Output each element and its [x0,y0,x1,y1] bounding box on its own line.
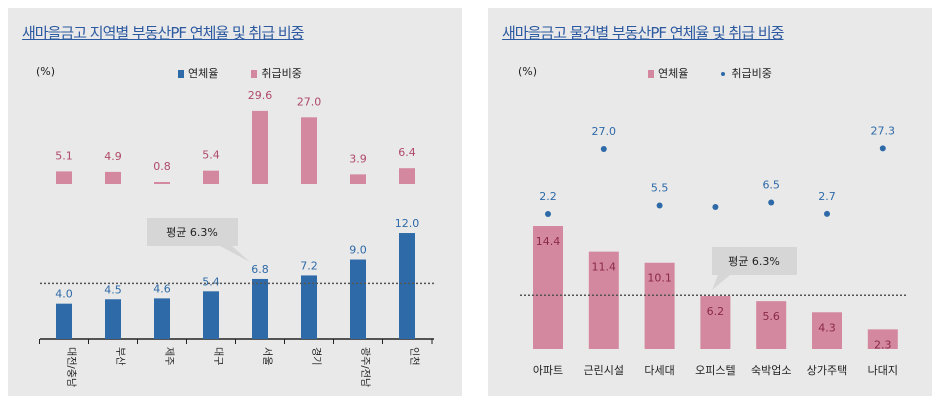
left-legend: 연체율 취급비중 [178,65,302,81]
category-label: 경기 [310,347,323,365]
share-dot [824,210,830,217]
legend-label: 취급비중 [731,67,772,80]
bar-label-overdue: 4.3 [818,321,836,334]
share-label: 2.7 [818,190,836,203]
left-chart-title: 새마을금고 지역별 부동산PF 연체율 및 취급 비중 [22,24,304,42]
bar-overdue [644,262,675,349]
right-unit-label: (%) [518,65,538,78]
legend-swatch-pink [251,70,258,78]
bar-share [301,117,317,184]
legend-swatch-blue [178,70,184,78]
legend-label: 연체율 [188,67,219,80]
bar-label-overdue: 4.6 [153,282,171,295]
share-label: 27.3 [871,124,896,137]
category-label: 서울 [261,347,273,365]
right-chart-title: 새마을금고 물건별 부동산PF 연체율 및 취급 비중 [502,24,784,42]
category-label: 숙박업소 [751,364,791,377]
bar-overdue [867,329,898,349]
average-label: 평균 6.3% [728,255,780,268]
bar-overdue [301,275,317,339]
category-label: 오피스텔 [695,364,735,377]
bar-label-share: 0.8 [153,160,171,173]
share-dot [712,204,719,210]
bar-label-overdue: 12.0 [395,217,420,230]
bar-label-overdue: 14.4 [536,235,561,248]
category-label: 대전/충남 [65,347,77,387]
category-label: 나대지 [868,364,898,377]
share-dot [600,146,607,152]
bar-share [154,182,170,184]
bar-label-overdue: 6.2 [707,305,725,318]
bar-overdue [812,312,842,349]
category-label: 인천 [408,347,420,365]
bar-label-share: 3.9 [349,152,367,165]
bar-share [203,170,219,184]
category-label: 광주/전남 [359,347,371,387]
bar-overdue [154,298,170,339]
legend-dot [721,72,726,76]
bar-label-share: 5.4 [202,149,220,162]
bar-label-overdue: 10.1 [647,272,672,285]
bar-label-overdue: 9.0 [349,244,367,257]
bar-label-overdue: 5.6 [762,310,780,323]
bar-share [350,174,366,184]
bar-overdue [588,251,619,349]
share-label: 27.0 [592,125,617,138]
category-label: 부산 [114,347,126,365]
share-label: 5.5 [651,182,669,195]
category-label: 상가주택 [807,364,847,377]
left-unit-label: (%) [36,65,56,78]
bar-overdue [56,303,72,339]
bar-share [105,171,121,184]
bar-label-share: 6.4 [398,146,416,159]
bar-label-share: 29.6 [248,89,273,102]
bar-label-overdue: 7.2 [300,259,318,272]
bar-overdue [350,259,366,339]
share-label: 2.2 [539,190,557,203]
bar-overdue [756,301,787,349]
share-dot [768,199,775,206]
average-callout [712,247,797,290]
category-label: 대구 [212,347,224,365]
average-callout [147,218,250,262]
average-label: 평균 6.3% [166,226,218,239]
share-dot [656,202,663,209]
category-label: 제주 [163,347,175,365]
left-chart-panel: 새마을금고 지역별 부동산PF 연체율 및 취급 비중 (%) 연체율 취급비중 [8,8,462,396]
bar-label-share: 5.1 [55,149,73,162]
bar-label-overdue: 4.5 [104,283,122,296]
bar-overdue [105,299,121,339]
bar-overdue [700,296,731,349]
bar-share [252,110,268,184]
share-dot [879,145,886,152]
bar-overdue [399,233,415,339]
share-label: 6.5 [762,179,780,192]
bar-label-overdue: 4.0 [55,288,73,301]
bar-label-overdue: 6.8 [251,263,269,276]
bar-overdue [533,226,563,349]
legend-swatch-pink [648,70,654,78]
category-label: 다세대 [644,364,674,377]
bar-label-overdue: 2.3 [874,338,892,351]
bar-overdue [252,278,268,339]
bar-share [56,171,72,184]
bar-label-overdue: 11.4 [592,261,617,274]
right-legend: 연체율 취급비중 [648,65,772,81]
category-label: 아파트 [533,364,563,377]
bar-share [399,168,415,184]
bar-label-share: 27.0 [297,95,322,108]
bar-label-overdue: 5.4 [202,275,220,288]
bar-overdue [203,291,219,339]
category-label: 근린시설 [584,364,624,377]
share-dot [545,211,551,217]
bar-label-share: 4.9 [104,150,122,163]
legend-label: 취급비중 [261,67,302,80]
legend-label: 연체율 [658,67,689,80]
